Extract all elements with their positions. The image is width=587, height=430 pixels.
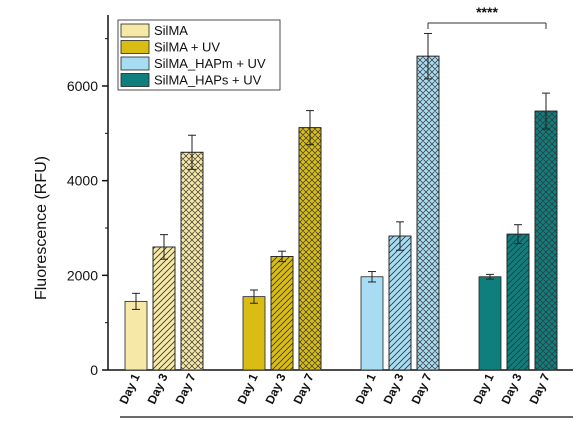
legend-swatch bbox=[120, 73, 150, 87]
x-tick-label: Day 7 bbox=[290, 371, 316, 406]
bar bbox=[360, 276, 384, 371]
x-tick-label: Day 1 bbox=[352, 371, 378, 406]
x-tick-label: Day 7 bbox=[172, 371, 198, 406]
legend-entry: SilMA_HAPm + UV bbox=[154, 56, 266, 71]
legend-entry: SilMA_HAPs + UV bbox=[154, 73, 262, 88]
x-tick-label: Day 1 bbox=[470, 371, 496, 406]
bar-pattern bbox=[180, 151, 204, 371]
annotations: **** bbox=[427, 4, 547, 29]
x-tick-label: Day 7 bbox=[526, 371, 552, 406]
x-tick-label: Day 7 bbox=[408, 371, 434, 406]
bar bbox=[124, 300, 148, 371]
bar-pattern bbox=[416, 55, 440, 371]
y-tick-label: 4000 bbox=[67, 173, 98, 189]
x-tick-label: Day 3 bbox=[380, 371, 406, 406]
x-tick-label: Day 1 bbox=[116, 371, 142, 406]
y-tick-label: 6000 bbox=[67, 78, 98, 94]
bar-pattern bbox=[152, 246, 176, 371]
x-tick-label: Day 3 bbox=[262, 371, 288, 406]
y-tick-label: 2000 bbox=[67, 267, 98, 283]
x-tick-label: Day 3 bbox=[144, 371, 170, 406]
y-tick-label: 0 bbox=[90, 362, 98, 378]
x-tick-label: Day 3 bbox=[498, 371, 524, 406]
legend-entry: SilMA + UV bbox=[154, 40, 220, 55]
x-tick-label: Day 1 bbox=[234, 371, 260, 406]
bar bbox=[478, 276, 502, 371]
bar-pattern bbox=[388, 235, 412, 371]
bar-pattern bbox=[506, 233, 530, 371]
legend-swatch bbox=[120, 23, 150, 38]
bars: Day 1 Day 3 Day 7 Day 1 Day 3 Day 7 Day 1 Day 3… bbox=[116, 32, 558, 406]
y-axis-label: Fluorescence (RFU) bbox=[33, 156, 50, 300]
legend-entry: SilMA bbox=[154, 23, 188, 38]
bar-pattern bbox=[270, 255, 294, 371]
legend-swatch bbox=[120, 56, 150, 71]
bar-pattern bbox=[298, 127, 322, 371]
bar bbox=[242, 296, 266, 371]
bar-pattern bbox=[534, 110, 558, 371]
legend-swatch bbox=[120, 40, 150, 54]
significance-label: **** bbox=[476, 4, 498, 20]
